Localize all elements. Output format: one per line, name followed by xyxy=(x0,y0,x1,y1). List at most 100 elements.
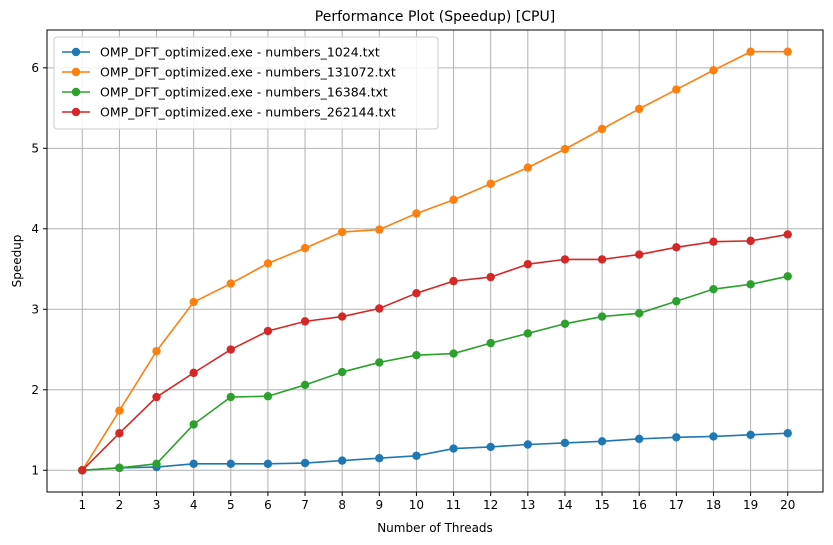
x-axis-ticks: 1 2 3 4 5 6 7 8 9 10 11 12 13 14 15 16 17 18 19 20 xyxy=(78,492,795,512)
data-point xyxy=(115,429,124,438)
data-point xyxy=(783,230,792,239)
legend-marker xyxy=(71,107,81,117)
x-tick-label: 11 xyxy=(446,498,461,512)
data-point xyxy=(226,459,235,469)
data-point xyxy=(189,420,198,429)
data-point xyxy=(635,104,644,114)
data-point xyxy=(449,444,458,453)
data-point xyxy=(560,144,570,154)
data-point xyxy=(189,459,198,469)
data-point xyxy=(709,66,718,75)
data-point xyxy=(337,227,347,237)
legend-box xyxy=(53,36,439,130)
x-tick-label: 16 xyxy=(632,498,647,512)
data-point xyxy=(115,406,124,415)
data-point xyxy=(560,319,570,328)
data-point xyxy=(597,437,607,446)
legend-label: OMP_DFT_optimized.exe - numbers_16384.tx… xyxy=(100,85,388,100)
legend-marker xyxy=(71,87,81,97)
x-tick-label: 9 xyxy=(375,498,383,512)
data-point xyxy=(709,432,718,441)
data-point xyxy=(783,429,792,438)
data-point xyxy=(226,345,235,354)
data-point xyxy=(597,255,607,264)
data-point xyxy=(709,284,718,294)
x-tick-label: 13 xyxy=(520,498,535,512)
plot-frame xyxy=(46,29,824,493)
data-point xyxy=(783,272,792,281)
data-point xyxy=(412,209,421,218)
data-point xyxy=(449,349,458,358)
data-point xyxy=(412,451,421,460)
data-point xyxy=(486,179,495,188)
data-point xyxy=(597,312,607,321)
x-tick-label: 12 xyxy=(483,498,498,512)
legend-label: OMP_DFT_optimized.exe - numbers_262144.t… xyxy=(100,105,396,120)
data-point xyxy=(783,47,792,56)
x-tick-label: 10 xyxy=(409,498,424,512)
data-point xyxy=(672,433,681,442)
series-line xyxy=(81,233,788,471)
legend-label: OMP_DFT_optimized.exe - numbers_1024.txt xyxy=(100,45,380,60)
series-line xyxy=(82,275,788,472)
series-line xyxy=(81,50,788,471)
data-point xyxy=(597,124,607,134)
x-tick-label: 1 xyxy=(78,498,86,512)
data-point xyxy=(226,392,235,402)
data-point xyxy=(523,260,533,269)
x-tick-label: 20 xyxy=(780,498,795,512)
x-tick-label: 4 xyxy=(190,498,198,512)
data-point xyxy=(375,358,384,367)
data-point xyxy=(523,329,533,338)
y-tick-label: 6 xyxy=(31,61,39,75)
x-tick-label: 7 xyxy=(301,498,309,512)
y-tick-label: 3 xyxy=(31,302,39,316)
data-point xyxy=(337,367,347,377)
data-point xyxy=(189,368,198,378)
y-axis-ticks: 1 2 3 4 5 6 xyxy=(31,61,47,477)
data-point xyxy=(152,392,161,402)
data-point xyxy=(337,312,347,321)
data-point xyxy=(300,458,310,468)
chart-title: Performance Plot (Speedup) [CPU] xyxy=(315,9,555,25)
x-tick-label: 15 xyxy=(594,498,609,512)
legend-marker xyxy=(71,47,81,57)
data-point xyxy=(486,442,495,452)
data-point xyxy=(523,163,533,172)
data-point xyxy=(375,304,384,313)
data-point xyxy=(635,250,644,259)
x-tick-label: 3 xyxy=(153,498,161,512)
data-point xyxy=(152,346,161,356)
data-point xyxy=(263,459,273,469)
data-point xyxy=(412,288,421,298)
series-markers xyxy=(78,47,792,475)
legend-marker xyxy=(71,67,81,77)
data-point xyxy=(412,350,421,360)
x-tick-label: 2 xyxy=(116,498,124,512)
data-point xyxy=(300,317,310,326)
series-lines xyxy=(81,50,788,472)
series-line xyxy=(82,432,788,472)
data-point xyxy=(560,255,570,264)
data-point xyxy=(263,326,273,336)
data-point xyxy=(226,279,235,288)
data-point xyxy=(672,85,681,94)
y-tick-label: 5 xyxy=(31,141,39,155)
x-tick-label: 8 xyxy=(338,498,346,512)
data-point xyxy=(672,243,681,252)
x-axis-label: Number of Threads xyxy=(377,521,493,535)
x-tick-label: 18 xyxy=(706,498,721,512)
data-point xyxy=(635,434,644,444)
data-point xyxy=(746,430,755,440)
y-tick-label: 4 xyxy=(31,222,39,236)
data-point xyxy=(337,456,347,465)
x-tick-label: 5 xyxy=(227,498,235,512)
data-point xyxy=(375,225,384,234)
y-tick-label: 2 xyxy=(31,383,39,397)
data-point xyxy=(523,440,533,449)
data-point xyxy=(672,297,681,306)
x-tick-label: 6 xyxy=(264,498,272,512)
data-point xyxy=(746,280,755,289)
data-point xyxy=(300,380,310,390)
